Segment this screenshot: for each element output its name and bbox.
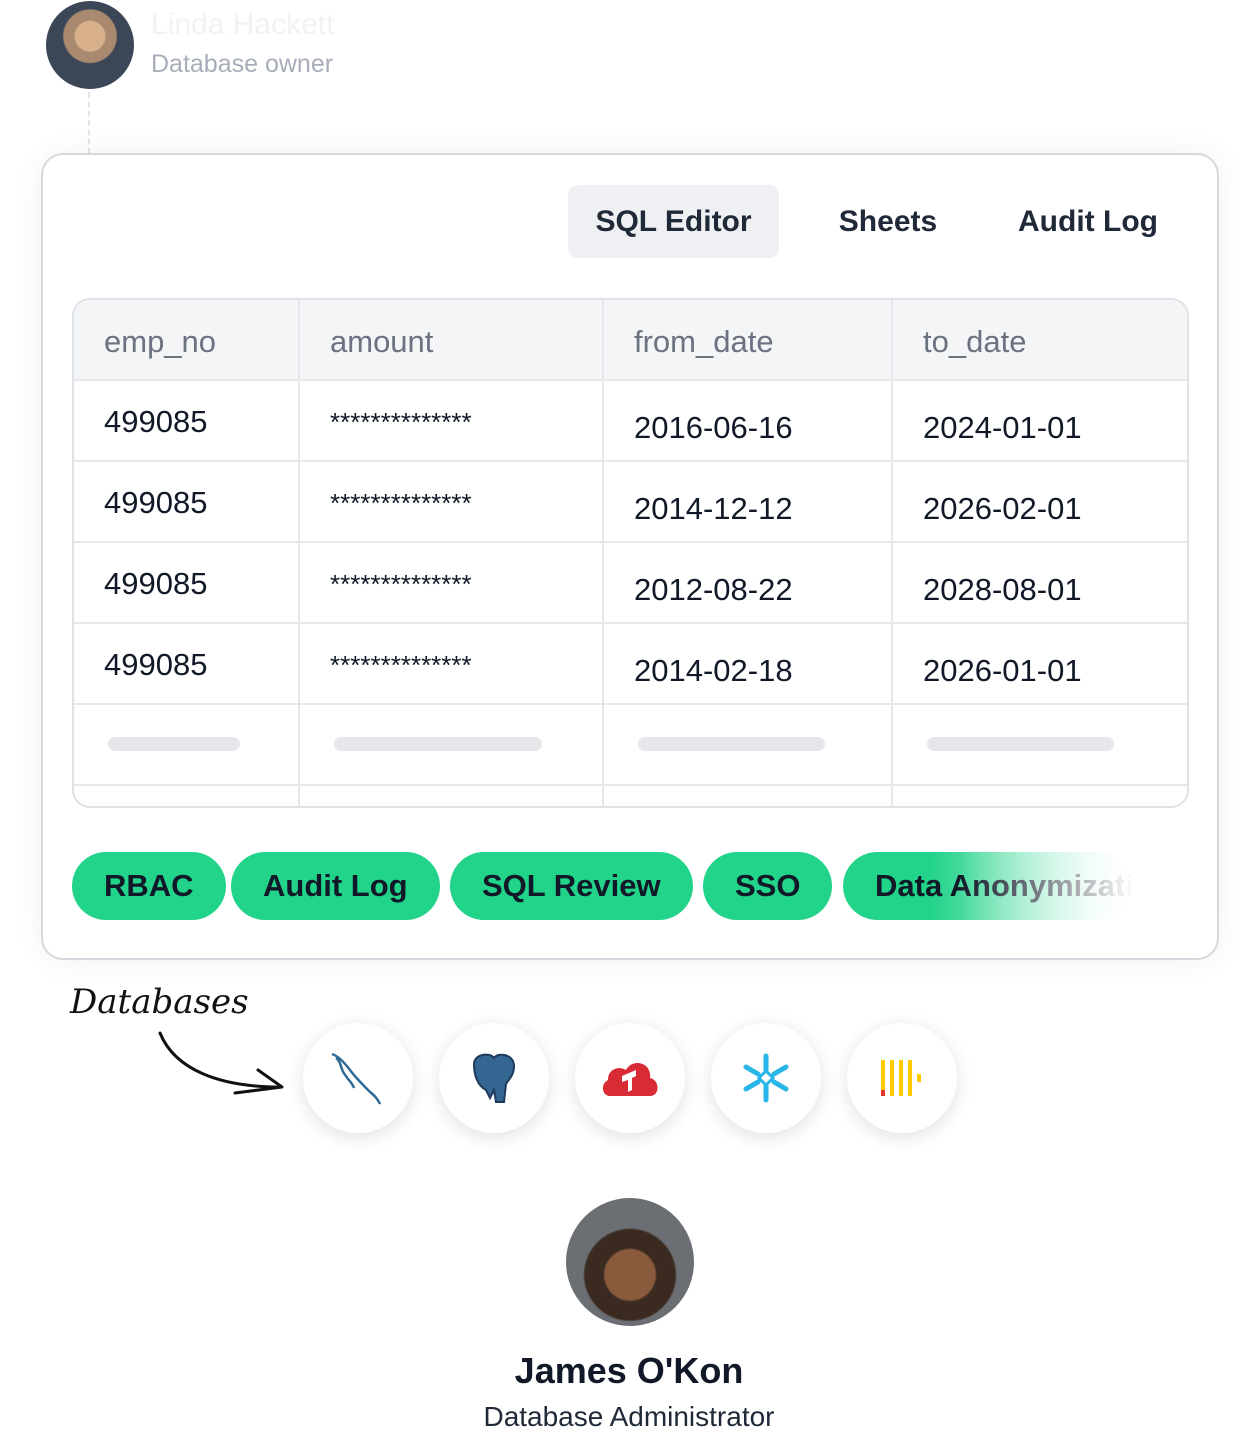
skeleton-bar [927,737,1114,751]
clickhouse-icon[interactable] [847,1023,957,1133]
owner-avatar [46,1,134,89]
mysql-icon[interactable] [303,1023,413,1133]
postgresql-icon[interactable] [439,1023,549,1133]
results-table: emp_no amount from_date to_date 499085 **… [72,298,1189,808]
table-header: emp_no amount from_date to_date [74,300,1187,381]
admin-name: James O'Kon [514,1350,744,1391]
owner-role: Database owner [151,50,334,78]
tidb-icon[interactable] [575,1023,685,1133]
column-header: emp_no [74,300,300,379]
admin-role: Database Administrator [483,1401,775,1432]
table-cell-from_date: 2014-12-12 [604,462,893,541]
table-row: 499085 ************** 2012-08-22 2028-08-01 [74,543,1187,624]
placeholder-row [74,705,1187,786]
table-cell-amount: ************** [300,624,604,703]
skeleton-bar [334,737,542,751]
table-cell-emp_no: 499085 [74,543,300,622]
column-header: to_date [923,324,1027,359]
table-cell-amount: ************** [300,462,604,541]
arrow-icon [158,1031,284,1095]
table-row: 499085 ************** 2014-02-18 2026-01-01 [74,624,1187,705]
table-cell-to_date: 2026-02-01 [923,491,1082,526]
table-cell-emp_no: 499085 [74,462,300,541]
placeholder-row [74,786,1187,806]
table-cell-to_date: 2026-01-01 [923,653,1082,688]
feature-pill-data-anonymization: Data Anonymization [843,852,1133,920]
table-cell-to_date: 2024-01-01 [923,410,1082,445]
tab-audit-log[interactable]: Audit Log [1018,205,1158,238]
table-cell-amount: ************** [300,381,604,460]
owner-name: Linda Hackett [151,8,335,41]
table-cell-emp_no: 499085 [74,381,300,460]
table-cell-from_date: 2016-06-16 [604,381,893,460]
connector-line [88,92,90,154]
tab-sheets[interactable]: Sheets [838,205,938,238]
skeleton-bar [108,737,240,751]
feature-pill-rbac: RBAC [72,852,226,920]
table-row: 499085 ************** 2016-06-16 2024-01-01 [74,381,1187,462]
feature-pill-sso: SSO [703,852,833,920]
snowflake-icon[interactable] [711,1023,821,1133]
table-cell-to_date: 2028-08-01 [923,572,1082,607]
feature-pill-sql-review: SQL Review [450,852,693,920]
editor-card: SQL Editor Sheets Audit Log emp_no amoun… [41,153,1219,960]
table-row: 499085 ************** 2014-12-12 2026-02-01 [74,462,1187,543]
table-cell-emp_no: 499085 [74,624,300,703]
table-cell-amount: ************** [300,543,604,622]
feature-pill-audit-log: Audit Log [231,852,440,920]
tab-sql-editor[interactable]: SQL Editor [568,185,779,258]
table-cell-from_date: 2014-02-18 [604,624,893,703]
table-cell-from_date: 2012-08-22 [604,543,893,622]
databases-label: Databases [70,982,249,1022]
column-header: amount [300,300,604,379]
admin-avatar [566,1198,694,1326]
column-header: from_date [604,300,893,379]
skeleton-bar [638,737,825,751]
